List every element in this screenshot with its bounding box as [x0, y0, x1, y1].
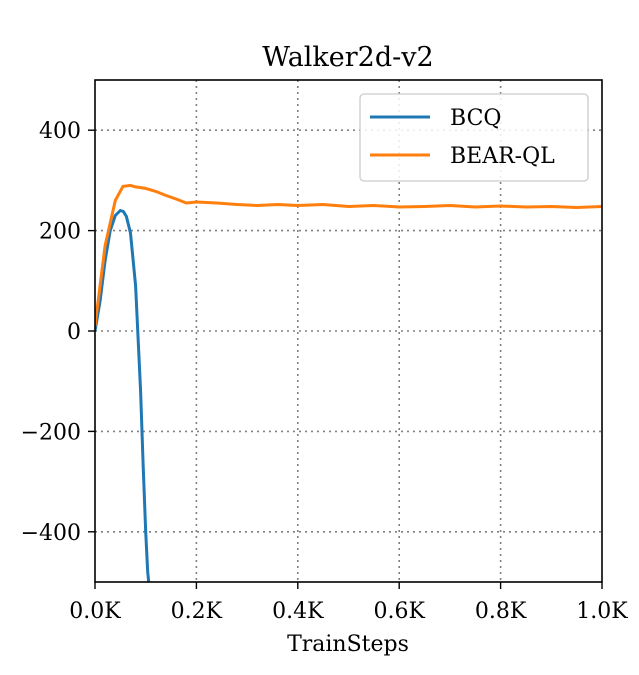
x-tick-label: 0.0K	[69, 599, 121, 624]
y-tick-label: 0	[67, 320, 81, 345]
axis-ticks: 0.0K 0.2K 0.4K 0.6K 0.8K 1.0K −400 −200 0 200 400	[21, 119, 629, 624]
x-tick-label: 1.0K	[576, 599, 628, 624]
x-tick-label: 0.6K	[373, 599, 425, 624]
y-tick-label: 200	[39, 220, 81, 245]
x-axis-label: TrainSteps	[287, 632, 409, 657]
series-line-bear-ql	[95, 183, 602, 327]
legend-label-bcq: BCQ	[450, 106, 501, 131]
series-lines	[95, 183, 602, 582]
y-tick-label: −200	[21, 420, 81, 445]
x-tick-label: 0.2K	[171, 599, 223, 624]
series-line-bcq	[95, 209, 151, 582]
legend-label-bear-ql: BEAR-QL	[450, 144, 555, 169]
y-tick-label: 400	[39, 119, 81, 144]
chart-title: Walker2d-v2	[262, 42, 433, 73]
legend: BCQ BEAR-QL	[359, 93, 589, 182]
x-tick-label: 0.4K	[272, 599, 324, 624]
grid	[95, 80, 602, 582]
y-tick-label: −400	[21, 521, 81, 546]
x-tick-label: 0.8K	[475, 599, 527, 624]
